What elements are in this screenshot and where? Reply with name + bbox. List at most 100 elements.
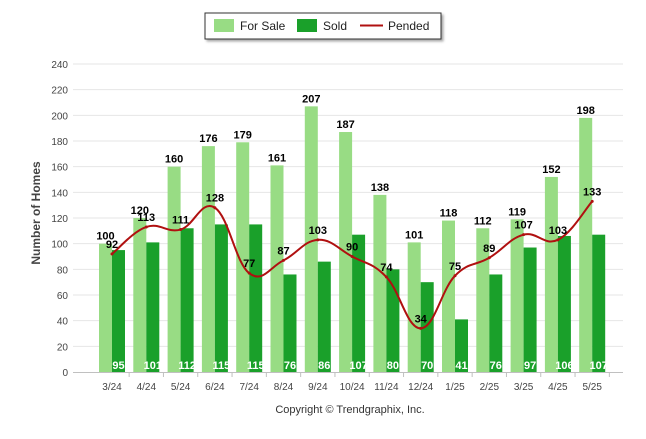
bar-for-sale: [133, 218, 147, 372]
data-label-for-sale: 101: [405, 229, 423, 241]
data-label-pended: 133: [583, 186, 601, 198]
bar-for-sale: [373, 194, 387, 372]
x-tick-label: 2/25: [480, 382, 500, 393]
legend-swatch-sold: [297, 19, 317, 32]
x-tick-label: 7/24: [239, 382, 259, 393]
data-label-pended: 74: [380, 262, 393, 274]
data-label-pended: 107: [514, 220, 532, 232]
point-pended: [144, 225, 148, 229]
data-label-pended: 90: [346, 242, 358, 254]
data-label-sold: 107: [590, 360, 608, 372]
y-tick-label: 220: [51, 86, 68, 97]
bar-sold: [283, 274, 297, 372]
point-pended: [590, 199, 594, 203]
data-label-for-sale: 152: [542, 164, 560, 176]
point-pended: [522, 233, 526, 237]
data-label-sold: 115: [247, 360, 265, 372]
data-label-for-sale: 198: [577, 105, 595, 117]
bar-sold: [317, 261, 331, 372]
x-tick-label: 3/25: [514, 382, 534, 393]
bar-sold: [249, 224, 263, 372]
data-label-sold: 76: [490, 360, 502, 372]
bar-for-sale: [476, 228, 490, 372]
point-pended: [487, 256, 491, 260]
point-pended: [316, 238, 320, 242]
x-tick-label: 10/24: [340, 382, 365, 393]
data-label-for-sale: 161: [268, 152, 286, 164]
point-pended: [213, 206, 217, 210]
data-label-pended: 87: [277, 245, 289, 257]
point-pended: [453, 274, 457, 278]
point-pended: [247, 271, 251, 275]
legend-swatch-for-sale: [214, 19, 234, 32]
data-label-pended: 111: [172, 215, 189, 227]
bar-sold: [112, 250, 125, 372]
bar-sold: [180, 228, 194, 372]
data-label-for-sale: 120: [131, 205, 149, 217]
y-tick-label: 20: [57, 342, 69, 353]
y-tick-label: 120: [51, 214, 68, 225]
data-label-sold: 112: [178, 360, 196, 372]
data-label-for-sale: 118: [440, 208, 458, 220]
data-label-pended: 113: [137, 212, 155, 224]
legend-label-pended[interactable]: Pended: [388, 19, 429, 33]
bar-sold: [214, 224, 228, 372]
bars-layer: [99, 106, 606, 373]
data-label-sold: 97: [524, 360, 536, 372]
bar-for-sale: [270, 165, 284, 372]
data-label-pended: 75: [449, 261, 461, 273]
bar-for-sale: [99, 243, 112, 372]
bar-for-sale: [407, 242, 421, 372]
data-label-for-sale: 187: [336, 119, 354, 131]
bar-for-sale: [167, 166, 181, 372]
y-tick-label: 0: [62, 368, 68, 379]
bar-sold: [455, 319, 468, 372]
bar-for-sale: [304, 106, 318, 372]
data-label-sold: 95: [112, 360, 124, 372]
data-label-pended: 128: [206, 193, 224, 205]
data-label-sold: 101: [144, 360, 162, 372]
y-axis-title: Number of Homes: [29, 161, 43, 265]
y-tick-label: 160: [51, 163, 68, 174]
point-pended: [110, 252, 114, 256]
y-tick-label: 60: [57, 291, 69, 302]
data-label-pended: 92: [106, 239, 118, 251]
point-pended: [384, 275, 388, 279]
bar-sold: [592, 234, 606, 372]
x-tick-label: 5/24: [171, 382, 191, 393]
x-tick-label: 11/24: [374, 382, 399, 393]
data-label-sold: 106: [555, 360, 573, 372]
chart-legend[interactable]: For Sale Sold Pended: [204, 12, 442, 40]
data-label-for-sale: 100: [96, 231, 114, 243]
data-label-sold: 76: [284, 360, 296, 372]
legend-label-for-sale[interactable]: For Sale: [240, 19, 286, 33]
y-tick-label: 40: [57, 317, 69, 328]
y-tick-label: 180: [51, 137, 68, 148]
line-layer: [110, 199, 594, 330]
y-tick-label: 200: [51, 111, 68, 122]
copyright-text: Copyright © Trendgraphix, Inc.: [275, 404, 424, 416]
bar-sold: [386, 269, 400, 372]
data-label-for-sale: 207: [302, 93, 320, 105]
data-label-for-sale: 179: [234, 129, 252, 141]
bar-for-sale: [442, 220, 455, 372]
data-label-sold: 115: [213, 360, 231, 372]
bar-sold: [420, 282, 434, 372]
bar-sold: [557, 235, 571, 372]
axes-layer: 0 20 40 60 80 100 120 140 160 180 200 220 240 3/24 4/2…: [51, 60, 623, 393]
legend-box: [204, 12, 442, 40]
bar-sold: [523, 247, 537, 372]
bar-sold: [146, 242, 160, 372]
bar-sold: [352, 234, 366, 372]
x-tick-label: 12/24: [408, 382, 433, 393]
y-tick-label: 140: [51, 188, 68, 199]
data-label-sold: 41: [455, 360, 467, 372]
data-label-pended: 89: [483, 243, 495, 255]
x-tick-label: 3/24: [102, 382, 122, 393]
y-tick-label: 100: [51, 240, 68, 251]
labels-layer: 100 95 120 101 160 112 176 115 179 115 161 76 207 86 1…: [96, 93, 608, 372]
bar-for-sale: [236, 142, 250, 372]
data-label-sold: 107: [349, 360, 367, 372]
legend-label-sold[interactable]: Sold: [323, 19, 347, 33]
